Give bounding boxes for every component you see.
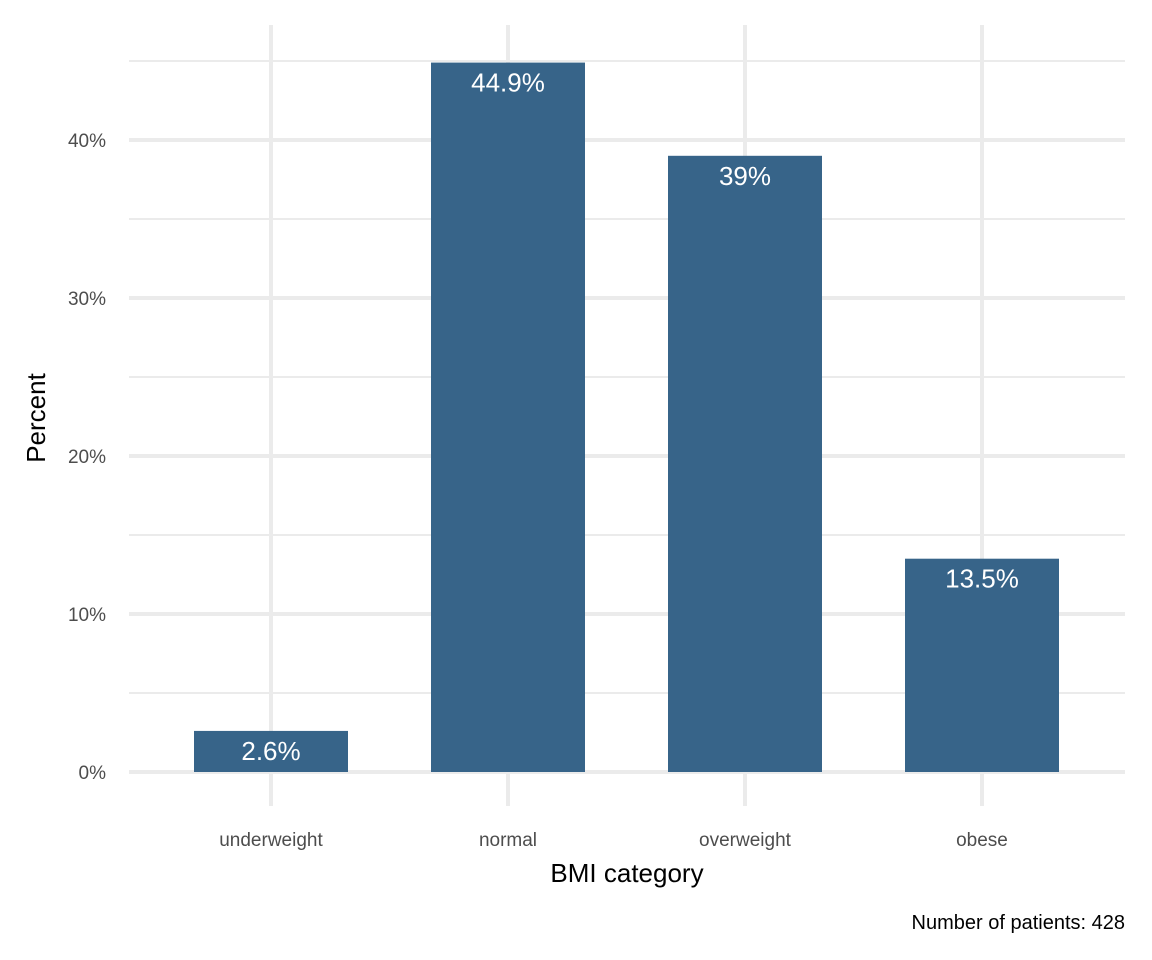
- y-axis-title: Percent: [21, 372, 51, 462]
- bars-group: [194, 62, 1059, 773]
- bar-label-overweight: 39%: [719, 161, 771, 191]
- x-tick-label: overweight: [699, 830, 792, 851]
- y-tick-label: 40%: [68, 131, 106, 152]
- bar-label-obese: 13.5%: [945, 564, 1019, 594]
- y-axis-tick-labels: 0% 10% 20% 30% 40%: [68, 131, 106, 784]
- x-tick-label: normal: [479, 830, 537, 851]
- bar-overweight: [668, 155, 822, 773]
- bar-normal: [431, 62, 585, 772]
- x-tick-label: obese: [956, 830, 1008, 851]
- vertical-gridlines: [269, 25, 984, 806]
- x-tick-label: underweight: [219, 830, 323, 851]
- y-tick-label: 10%: [68, 605, 106, 626]
- x-axis-tick-labels: underweight normal overweight obese: [219, 830, 1008, 851]
- y-tick-label: 30%: [68, 289, 106, 310]
- y-tick-label: 0%: [79, 763, 107, 784]
- bar-data-labels: 2.6% 44.9% 39% 13.5%: [241, 68, 1019, 766]
- bar-underweight: [194, 730, 348, 772]
- bar-label-underweight: 2.6%: [241, 736, 300, 766]
- chart-caption: Number of patients: 428: [912, 912, 1125, 934]
- bar-obese: [905, 558, 1059, 772]
- bar-label-normal: 44.9%: [471, 68, 545, 98]
- y-tick-label: 20%: [68, 447, 106, 468]
- x-axis-title: BMI category: [550, 858, 703, 888]
